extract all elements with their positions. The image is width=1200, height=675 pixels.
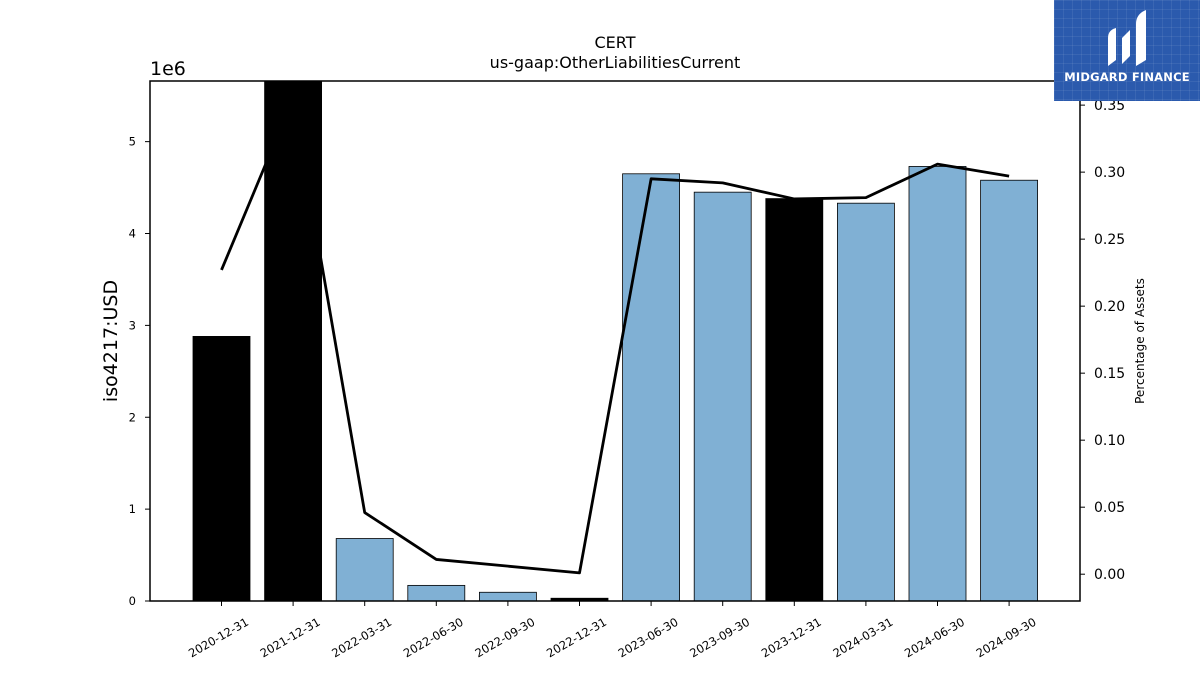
x-tick-label: 2023-09-30 bbox=[687, 615, 752, 661]
x-tick-label: 2023-12-31 bbox=[759, 615, 824, 661]
percentage-of-assets-line bbox=[220, 97, 1010, 575]
x-tick-label: 2024-09-30 bbox=[974, 615, 1039, 661]
y2-tick-label: 0.15 bbox=[1094, 366, 1125, 382]
y2-ticks-group: 0.00 0.05 0.10 0.15 0.20 0.25 0.30 0.35 bbox=[1080, 98, 1125, 583]
percentage-line-group bbox=[220, 97, 1010, 575]
bar-2024-03-31 bbox=[837, 202, 895, 602]
bar-2021-12-31 bbox=[264, 80, 323, 602]
bar-2023-09-30 bbox=[693, 191, 752, 602]
y-ticks-group: 0 1 2 3 4 5 bbox=[129, 135, 150, 608]
y-axis-label: iso4217:USD bbox=[100, 280, 122, 402]
x-ticks-group: 2020-12-31 2021-12-31 2022-03-31 2022-06-30… bbox=[186, 601, 1039, 661]
plot-frame bbox=[149, 80, 1081, 602]
midgard-m-icon bbox=[1108, 10, 1146, 66]
y-tick-label: 3 bbox=[129, 318, 136, 332]
y-tick-label: 0 bbox=[129, 594, 136, 608]
y-tick-label: 4 bbox=[129, 227, 136, 241]
logo-text: MIDGARD FINANCE bbox=[1064, 70, 1190, 84]
bar-2024-09-30 bbox=[980, 179, 1038, 602]
y2-tick-label: 0.30 bbox=[1094, 165, 1125, 181]
x-tick-label: 2022-03-31 bbox=[329, 615, 394, 661]
bar-2023-06-30 bbox=[622, 173, 680, 602]
bar-2020-12-31 bbox=[192, 336, 251, 602]
y-tick-label: 1 bbox=[129, 502, 136, 516]
y-tick-label: 5 bbox=[129, 135, 136, 149]
y2-tick-label: 0.10 bbox=[1094, 433, 1125, 449]
x-tick-label: 2024-06-30 bbox=[902, 615, 967, 661]
y2-tick-label: 0.35 bbox=[1094, 98, 1125, 114]
x-tick-label: 2021-12-31 bbox=[258, 615, 323, 661]
bars-group bbox=[192, 80, 1038, 602]
x-tick-label: 2022-06-30 bbox=[401, 615, 466, 661]
y2-tick-label: 0.00 bbox=[1094, 567, 1125, 583]
bar-2022-09-30 bbox=[478, 591, 537, 602]
x-tick-label: 2022-09-30 bbox=[472, 615, 537, 661]
bar-2023-12-31 bbox=[765, 198, 824, 602]
x-tick-label: 2020-12-31 bbox=[186, 615, 251, 661]
y2-tick-label: 0.20 bbox=[1094, 299, 1125, 315]
y-tick-label: 2 bbox=[129, 410, 136, 424]
midgard-finance-logo: MIDGARD FINANCE bbox=[1054, 0, 1200, 101]
y-offset-label: 1e6 bbox=[150, 58, 186, 80]
y2-axis-label: Percentage of Assets bbox=[1133, 278, 1147, 404]
chart-subtitle: us-gaap:OtherLiabilitiesCurrent bbox=[490, 53, 741, 72]
bar-2022-03-31 bbox=[335, 538, 394, 602]
bar-2024-06-30 bbox=[908, 166, 967, 602]
x-tick-label: 2022-12-31 bbox=[544, 615, 609, 661]
bar-2022-06-30 bbox=[407, 584, 466, 602]
y2-tick-label: 0.25 bbox=[1094, 232, 1125, 248]
y2-tick-label: 0.05 bbox=[1094, 500, 1125, 516]
x-tick-label: 2023-06-30 bbox=[616, 615, 681, 661]
chart-title: CERT bbox=[594, 33, 635, 52]
x-tick-label: 2024-03-31 bbox=[830, 615, 895, 661]
